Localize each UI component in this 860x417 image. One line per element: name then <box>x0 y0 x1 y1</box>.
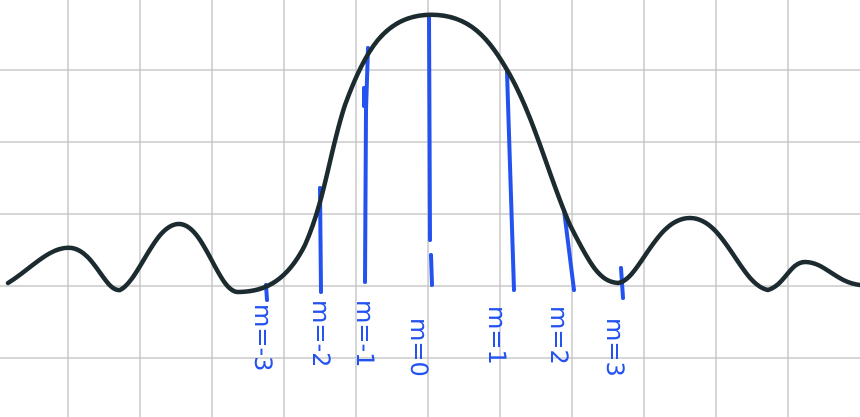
page: m=-3 m=-2 m=-1 m=0 m=1 m=2 m=3 (() => { … <box>0 0 860 417</box>
order-label: m=-2 <box>307 300 335 367</box>
order-label: m=-1 <box>351 300 379 367</box>
order-label: m=-3 <box>249 304 277 371</box>
order-label: m=0 <box>405 318 433 377</box>
order-label: m=2 <box>545 306 573 365</box>
order-label: m=3 <box>601 318 629 377</box>
diagram: m=-3 m=-2 m=-1 m=0 m=1 m=2 m=3 <box>0 0 860 417</box>
order-label: m=1 <box>483 306 511 365</box>
